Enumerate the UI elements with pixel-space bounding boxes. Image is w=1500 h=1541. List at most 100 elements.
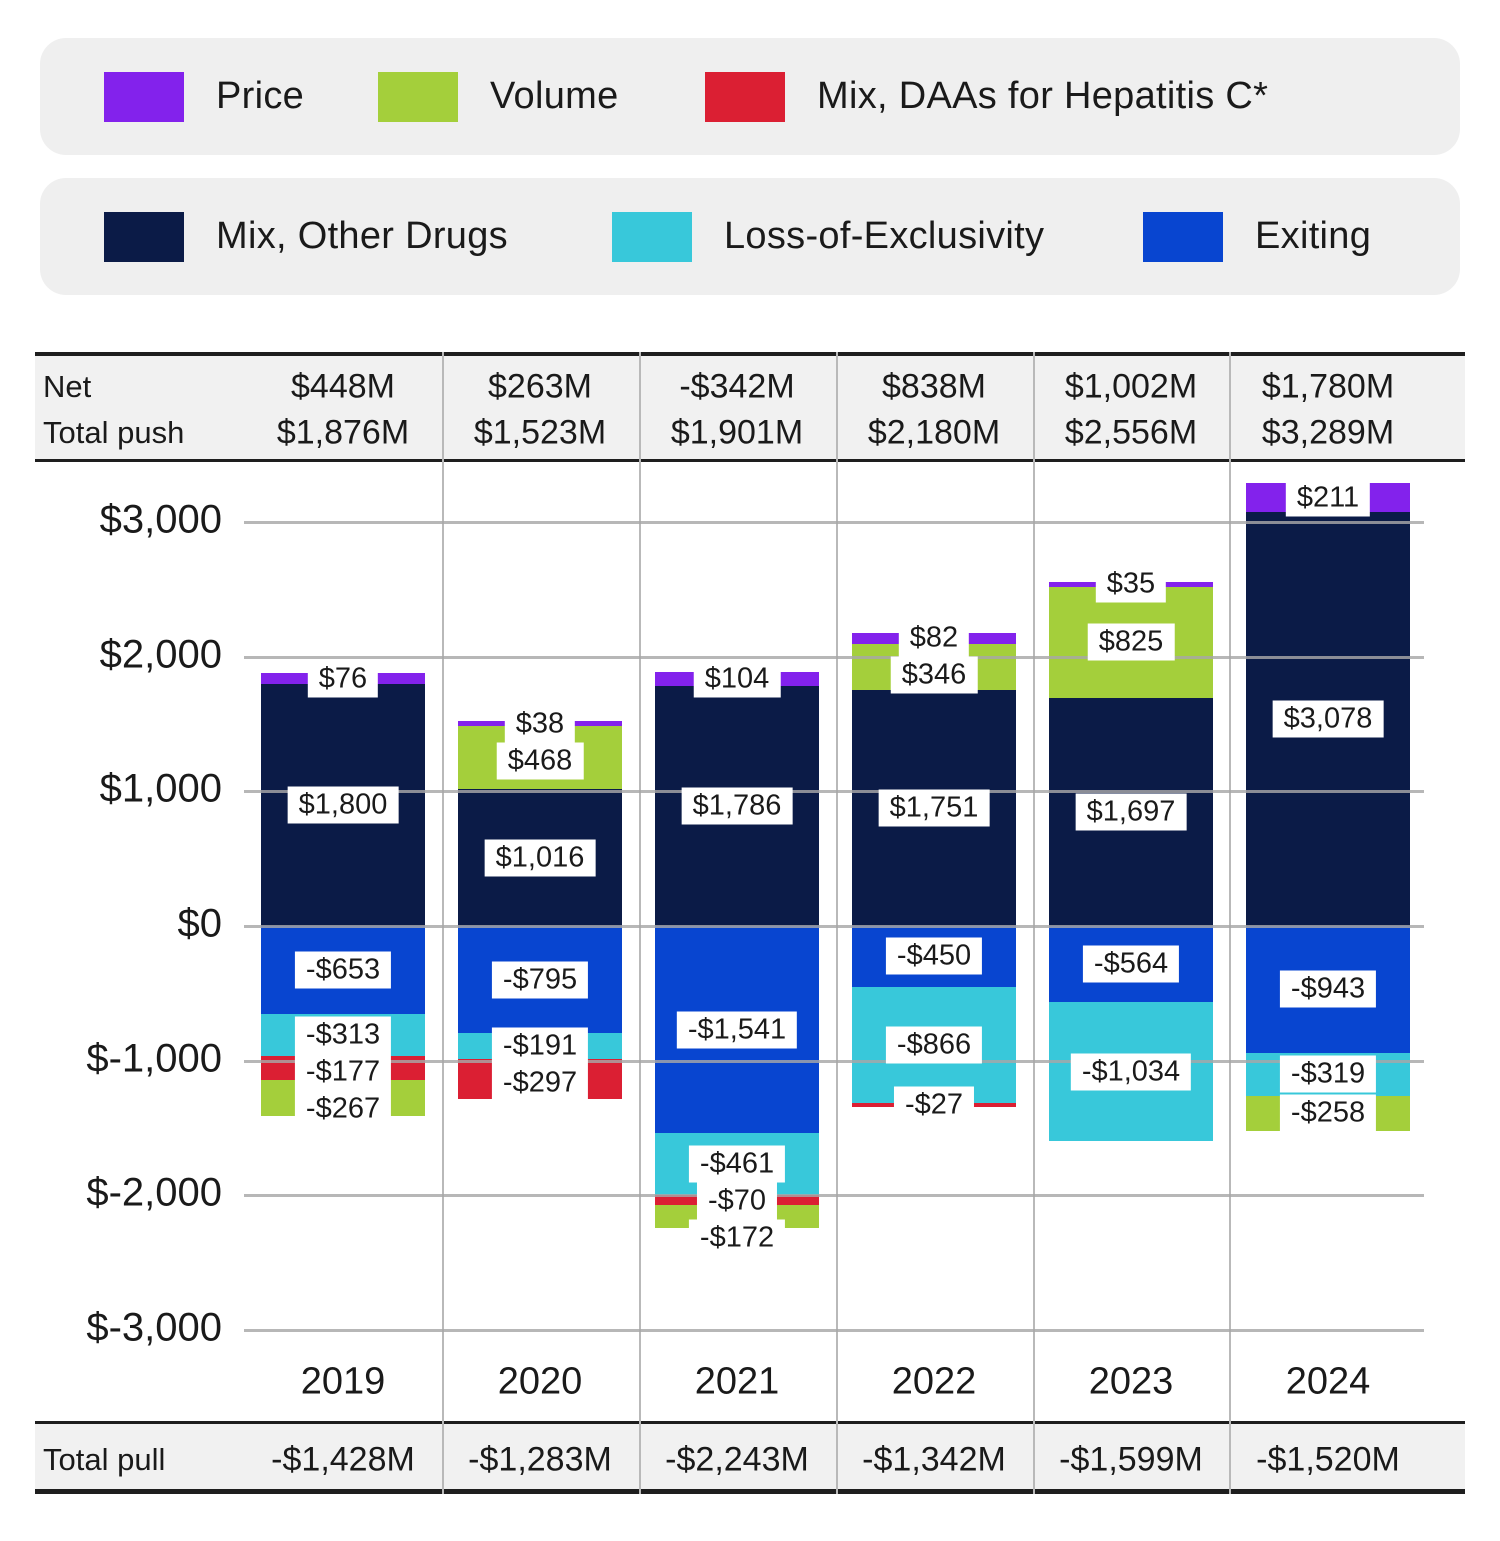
- x-axis-label-2021: 2021: [694, 1360, 780, 1403]
- bar-2020-label-mix-other-drugs: $1,016: [484, 839, 596, 877]
- bar-2024-label-exiting: -$943: [1279, 970, 1377, 1008]
- bar-2019-label-mix-other-drugs: $1,800: [287, 786, 399, 824]
- bar-2019-label-exiting: -$653: [294, 951, 392, 989]
- gridline-0: [244, 925, 1424, 928]
- bar-2021-label-mix-other-drugs: $1,786: [681, 787, 793, 825]
- total-push-value-2023: $2,556M: [1064, 413, 1198, 452]
- legend-swatch-price: [104, 71, 184, 122]
- bar-2022-label-exiting: -$450: [885, 937, 983, 975]
- legend-swatch-volume: [378, 71, 458, 122]
- bar-2024-label-volume: -$258: [1279, 1094, 1377, 1132]
- bar-2019-label-loss-of-exclusivity: -$313: [294, 1016, 392, 1054]
- legend-item-exiting: Exiting: [1143, 178, 1371, 295]
- bar-2019-label-volume: -$267: [294, 1090, 392, 1128]
- bar-2021-label-loss-of-exclusivity: -$461: [688, 1145, 786, 1183]
- legend-label-price: Price: [216, 75, 305, 117]
- x-axis-label-2023: 2023: [1088, 1360, 1174, 1403]
- y-axis-tick-0: $0: [177, 901, 223, 946]
- total-pull-value-2019: -$1,428M: [271, 1440, 415, 1479]
- gridline-1000: [244, 790, 1424, 794]
- legend-item-loss-of-exclusivity: Loss-of-Exclusivity: [612, 178, 1044, 295]
- legend-row-1: Price Volume Mix, DAAs for Hepatitis C*: [40, 38, 1460, 155]
- total-pull-value-2023: -$1,599M: [1059, 1440, 1203, 1479]
- total-pull-value-2021: -$2,243M: [665, 1440, 809, 1479]
- total-push-value-2021: $1,901M: [670, 413, 804, 452]
- bar-2020-label-volume: $468: [496, 742, 584, 780]
- total-pull-row-label: Total pull: [43, 1442, 166, 1477]
- net-value-2021: -$342M: [679, 367, 795, 406]
- bar-2020-label-price: $38: [504, 705, 576, 743]
- bar-2022-label-mix-other-drugs: $1,751: [878, 789, 990, 827]
- gridline--3000: [244, 1328, 1424, 1332]
- column-separator-4: [1033, 352, 1035, 1494]
- legend-swatch-loss-of-exclusivity: [612, 211, 692, 262]
- y-axis-tick-2000: $2,000: [99, 632, 222, 677]
- bar-2023-label-volume: $825: [1087, 623, 1175, 661]
- net-value-2019: $448M: [291, 367, 395, 406]
- bar-2020-label-loss-of-exclusivity: -$191: [491, 1027, 589, 1065]
- y-axis-tick--2000: $-2,000: [86, 1170, 222, 1215]
- total-pull-value-2022: -$1,342M: [862, 1440, 1006, 1479]
- total-push-value-2019: $1,876M: [276, 413, 410, 452]
- gridline--2000: [244, 1194, 1424, 1198]
- legend-swatch-mix-other-drugs: [104, 211, 184, 262]
- bar-2021-label-exiting: -$1,541: [676, 1011, 798, 1049]
- gridline-2000: [244, 655, 1424, 659]
- total-push-value-2024: $3,289M: [1261, 413, 1395, 452]
- legend-swatch-exiting: [1143, 211, 1223, 262]
- column-separator-2: [639, 352, 641, 1494]
- bar-2024-label-price: $211: [1285, 479, 1371, 516]
- total-pull-table: Total pull -$1,428M -$1,283M -$2,243M -$1,3…: [35, 1421, 1465, 1494]
- total-pull-value-2020: -$1,283M: [468, 1440, 612, 1479]
- bar-2021-label-volume: -$172: [688, 1219, 786, 1257]
- bar-2020-label-exiting: -$795: [491, 961, 589, 998]
- net-row-label: Net: [43, 369, 92, 404]
- x-axis-label-2019: 2019: [300, 1360, 386, 1403]
- bar-2023-label-exiting: -$564: [1082, 945, 1180, 983]
- legend-label-mix-other-drugs: Mix, Other Drugs: [216, 215, 508, 257]
- legend-label-mix-daas-for-hepatitis-c: Mix, DAAs for Hepatitis C*: [817, 75, 1269, 117]
- legend-item-mix-daas-for-hepatitis-c: Mix, DAAs for Hepatitis C*: [705, 38, 1268, 155]
- legend-row-2: Mix, Other Drugs Loss-of-Exclusivity Exiti…: [40, 178, 1460, 295]
- bar-2023-label-price: $35: [1095, 565, 1167, 603]
- total-push-value-2020: $1,523M: [473, 413, 607, 452]
- bar-2023-label-loss-of-exclusivity: -$1,034: [1070, 1053, 1192, 1090]
- net-value-2022: $838M: [882, 367, 986, 406]
- bar-2022-label-mix-daas-for-hepatitis-c: -$27: [893, 1086, 975, 1124]
- x-axis-label-2022: 2022: [891, 1360, 977, 1403]
- gridline-3000: [244, 521, 1424, 525]
- y-axis-tick-1000: $1,000: [99, 767, 222, 812]
- legend-label-loss-of-exclusivity: Loss-of-Exclusivity: [724, 215, 1045, 257]
- bar-2020-label-mix-daas-for-hepatitis-c: -$297: [491, 1064, 589, 1102]
- legend-item-volume: Volume: [378, 38, 619, 155]
- column-separator-5: [1229, 352, 1231, 1494]
- summary-table: Net Total push $448M $263M -$342M $838M $1,0…: [35, 352, 1465, 462]
- total-push-row-label: Total push: [43, 415, 185, 450]
- total-pull-value-2024: -$1,520M: [1256, 1440, 1400, 1479]
- x-axis-label-2020: 2020: [497, 1360, 583, 1403]
- y-axis-tick-3000: $3,000: [99, 497, 222, 542]
- net-value-2024: $1,780M: [1261, 367, 1395, 406]
- bar-2019-label-price: $76: [307, 660, 379, 698]
- y-axis-tick--1000: $-1,000: [86, 1036, 222, 1081]
- y-axis-tick--3000: $-3,000: [86, 1305, 222, 1350]
- total-push-value-2022: $2,180M: [867, 413, 1001, 452]
- net-value-2023: $1,002M: [1064, 367, 1198, 406]
- bar-2022-label-volume: $346: [890, 656, 978, 694]
- legend-swatch-mix-daas-for-hepatitis-c: [705, 71, 785, 122]
- x-axis-label-2024: 2024: [1285, 1360, 1371, 1403]
- legend-label-volume: Volume: [490, 75, 619, 117]
- gridline--1000: [244, 1059, 1424, 1063]
- bar-2024-label-loss-of-exclusivity: -$319: [1279, 1055, 1377, 1093]
- bar-2019-label-mix-daas-for-hepatitis-c: -$177: [294, 1053, 392, 1091]
- bar-2022-label-price: $82: [898, 619, 970, 657]
- bar-2024-label-mix-other-drugs: $3,078: [1272, 700, 1384, 738]
- column-separator-1: [442, 352, 444, 1494]
- column-separator-3: [836, 352, 838, 1494]
- bar-2022-label-loss-of-exclusivity: -$866: [885, 1026, 983, 1064]
- legend-item-mix-other-drugs: Mix, Other Drugs: [104, 178, 508, 295]
- bar-2023-label-mix-other-drugs: $1,697: [1075, 793, 1187, 831]
- legend-label-exiting: Exiting: [1255, 215, 1372, 257]
- legend-item-price: Price: [104, 38, 304, 155]
- bar-2021-label-price: $104: [693, 660, 781, 698]
